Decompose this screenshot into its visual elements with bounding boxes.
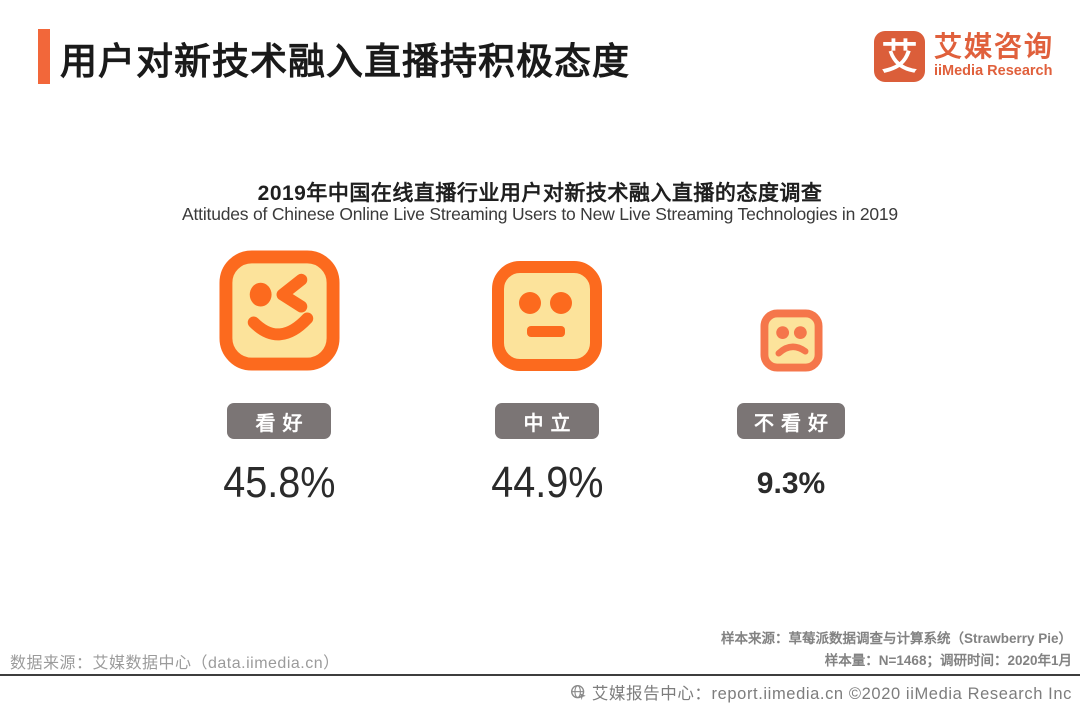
footer-divider bbox=[0, 674, 1080, 676]
attitude-column-neutral: 中立 44.9% bbox=[437, 246, 657, 505]
sample-size-note: 样本量：N=1468；调研时间：2020年1月 bbox=[824, 653, 1072, 668]
attitude-column-positive: 看好 45.8% bbox=[169, 246, 389, 505]
chart-title: 2019年中国在线直播行业用户对新技术融入直播的态度调查 bbox=[257, 182, 823, 205]
title-accent-bar bbox=[38, 29, 50, 84]
footer-text: 艾媒报告中心：report.iimedia.cn ©2020 iiMedia R… bbox=[591, 685, 1072, 703]
label-badge-negative: 不看好 bbox=[737, 403, 845, 439]
footer: 艾媒报告中心：report.iimedia.cn ©2020 iiMedia R… bbox=[570, 680, 1072, 704]
sad-face-svg bbox=[759, 309, 823, 372]
sample-info-block: 样本来源：草莓派数据调查与计算系统（Strawberry Pie） 样本量：N=… bbox=[721, 628, 1072, 672]
value-positive: 45.8% bbox=[222, 458, 336, 507]
value-negative: 9.3% bbox=[756, 467, 826, 500]
label-badge-neutral: 中立 bbox=[495, 403, 599, 439]
value-neutral: 44.9% bbox=[490, 458, 604, 507]
page-title: 用户对新技术融入直播持积极态度 bbox=[60, 41, 630, 82]
iimedia-logo-icon: 艾 bbox=[873, 31, 925, 82]
neutral-face-svg bbox=[492, 261, 602, 371]
logo-text: 艾媒咨询 iiMedia Research bbox=[934, 32, 1054, 80]
chart-subtitle: Attitudes of Chinese Online Live Streami… bbox=[182, 204, 898, 224]
data-source-note: 数据来源：艾媒数据中心（data.iimedia.cn） bbox=[10, 655, 340, 672]
globe-cursor-icon bbox=[570, 684, 587, 701]
attitude-column-negative: 不看好 9.3% bbox=[681, 246, 901, 499]
logo-name-en: iiMedia Research bbox=[933, 63, 1053, 80]
sample-source-note: 样本来源：草莓派数据调查与计算系统（Strawberry Pie） bbox=[720, 631, 1072, 646]
label-badge-positive: 看好 bbox=[227, 403, 331, 439]
neutral-face-icon bbox=[491, 246, 603, 372]
winking-face-icon bbox=[218, 246, 341, 372]
iimedia-logo: 艾 艾媒咨询 iiMedia Research bbox=[873, 31, 1054, 82]
winking-face-svg bbox=[218, 250, 340, 371]
logo-name-cn: 艾媒咨询 bbox=[933, 31, 1054, 63]
sad-face-icon bbox=[759, 246, 823, 372]
